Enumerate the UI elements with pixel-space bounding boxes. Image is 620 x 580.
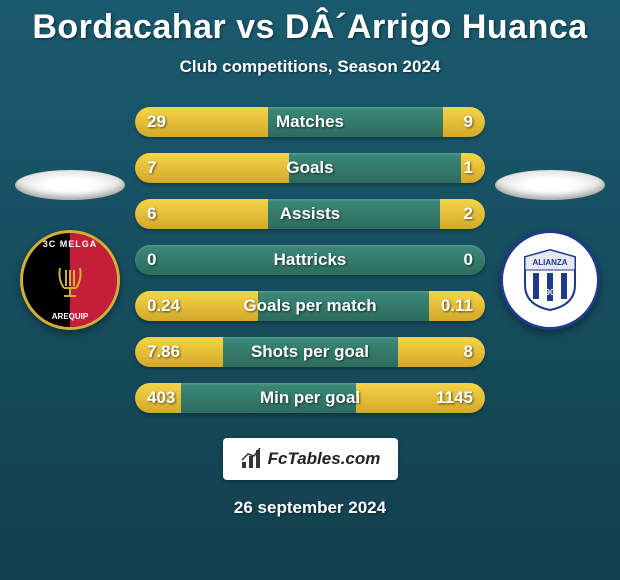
crest-left-top-label: 3C MELGA: [23, 239, 117, 249]
stat-label: Min per goal: [135, 388, 485, 408]
stat-label: Matches: [135, 112, 485, 132]
crest-left-bottom-label: AREQUIP: [23, 312, 117, 321]
stat-row: 29Matches9: [135, 107, 485, 137]
footer-brand-text: FcTables.com: [268, 449, 381, 469]
stat-row: 7.86Shots per goal8: [135, 337, 485, 367]
stat-right-value: 9: [464, 112, 473, 132]
stat-right-value: 1: [464, 158, 473, 178]
player-photo-placeholder-left: [15, 170, 125, 200]
stat-label: Assists: [135, 204, 485, 224]
stat-right-value: 1145: [436, 388, 473, 408]
player-photo-placeholder-right: [495, 170, 605, 200]
stat-right-value: 0.11: [441, 296, 473, 316]
stat-label: Goals: [135, 158, 485, 178]
footer-brand-badge[interactable]: FcTables.com: [223, 438, 398, 480]
main-area: 3C MELGA AREQUIP 29Matches9 7Goals1 6Assis…: [0, 107, 620, 413]
stat-row: 0.24Goals per match0.11: [135, 291, 485, 321]
lyre-icon: [50, 260, 90, 300]
chart-icon: [240, 448, 262, 470]
stat-label: Hattricks: [135, 250, 485, 270]
stat-right-value: 8: [464, 342, 473, 362]
footer-date: 26 september 2024: [234, 498, 386, 518]
shield-icon: ALIANZA 1901: [515, 245, 585, 315]
stat-row: 403Min per goal1145: [135, 383, 485, 413]
club-crest-left: 3C MELGA AREQUIP: [20, 230, 120, 330]
stat-bars: 29Matches9 7Goals1 6Assists2 0Hattricks0 0.2…: [135, 107, 485, 413]
stat-right-value: 0: [464, 250, 473, 270]
stat-right-value: 2: [464, 204, 473, 224]
club-crest-right: ALIANZA 1901: [500, 230, 600, 330]
left-side-column: 3C MELGA AREQUIP: [15, 170, 125, 330]
page-title: Bordacahar vs DÂ´Arrigo Huanca: [32, 8, 587, 47]
stat-row: 0Hattricks0: [135, 245, 485, 275]
stat-row: 7Goals1: [135, 153, 485, 183]
crest-right-year: 1901: [541, 288, 559, 297]
crest-right-top-label: ALIANZA: [532, 258, 567, 267]
right-side-column: ALIANZA 1901: [495, 170, 605, 330]
comparison-card: Bordacahar vs DÂ´Arrigo Huanca Club comp…: [0, 0, 620, 580]
stat-label: Goals per match: [135, 296, 485, 316]
page-subtitle: Club competitions, Season 2024: [180, 57, 441, 77]
stat-label: Shots per goal: [135, 342, 485, 362]
stat-row: 6Assists2: [135, 199, 485, 229]
